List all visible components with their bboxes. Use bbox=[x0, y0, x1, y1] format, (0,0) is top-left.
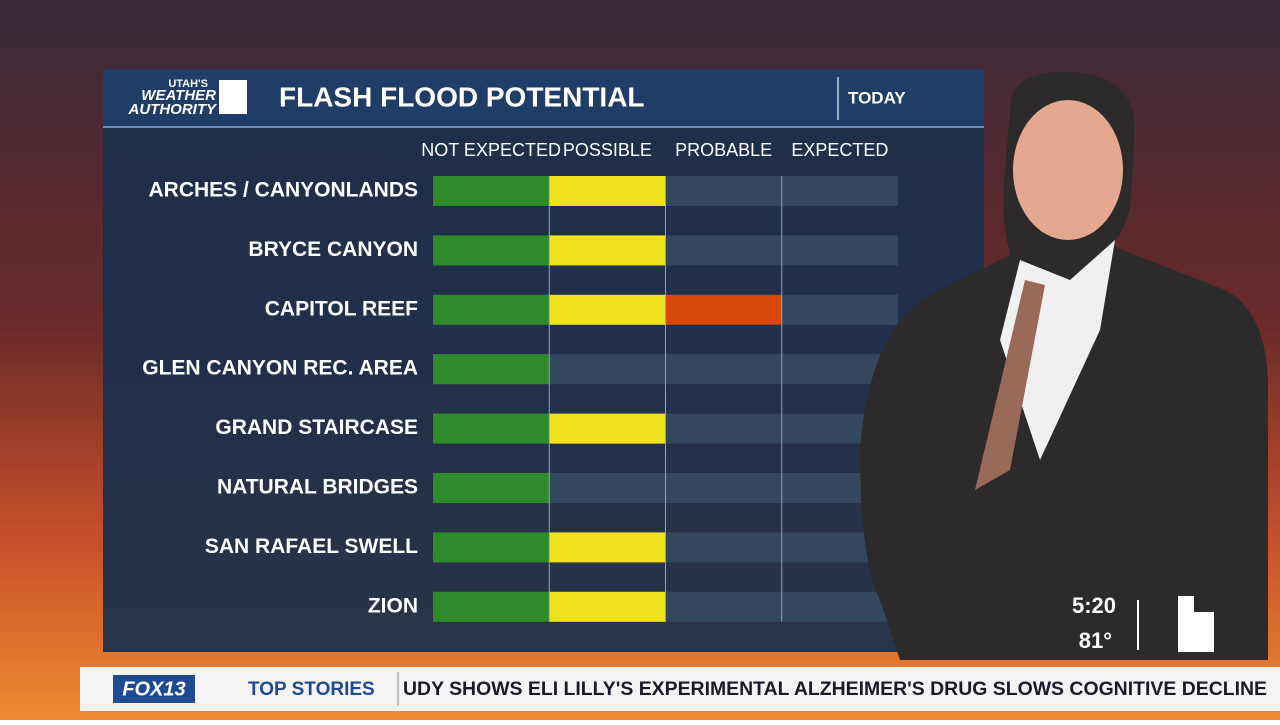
x-tick-label: PROBABLE bbox=[675, 140, 772, 160]
x-tick-label: NOT EXPECTED bbox=[421, 140, 561, 160]
bar bbox=[433, 176, 550, 206]
presenter-tie bbox=[975, 280, 1045, 490]
x-tick-label: POSSIBLE bbox=[563, 140, 652, 160]
station-name: FOX13 bbox=[122, 678, 185, 700]
chart-title: FLASH FLOOD POTENTIAL bbox=[279, 81, 645, 112]
logo-line: WEATHER bbox=[141, 87, 216, 104]
clock-time: 5:20 bbox=[1072, 593, 1116, 618]
presenter-face bbox=[1013, 100, 1123, 240]
chart: NOT EXPECTED POSSIBLE PROBABLE EXPECTED ARCH… bbox=[142, 140, 898, 622]
y-tick-label: NATURAL BRIDGES bbox=[217, 476, 418, 499]
utah-icon bbox=[1178, 596, 1214, 652]
bar bbox=[433, 413, 550, 444]
y-tick-label: ZION bbox=[368, 594, 418, 617]
y-tick-label: BRYCE CANYON bbox=[248, 238, 418, 261]
bar bbox=[549, 413, 666, 444]
y-tick-label: GLEN CANYON REC. AREA bbox=[142, 357, 418, 380]
ticker-headline: UDY SHOWS ELI LILLY'S EXPERIMENTAL ALZHE… bbox=[403, 679, 1267, 700]
ticker bbox=[80, 667, 1280, 711]
bar bbox=[433, 294, 550, 325]
bar bbox=[549, 532, 666, 563]
y-tick-label: GRAND STAIRCASE bbox=[215, 416, 418, 439]
y-tick-label: CAPITOL REEF bbox=[265, 297, 418, 320]
bar bbox=[433, 591, 550, 622]
bar bbox=[433, 473, 550, 503]
bar bbox=[549, 176, 666, 206]
bar bbox=[549, 591, 666, 622]
y-tick-label: ARCHES / CANYONLANDS bbox=[148, 179, 418, 202]
bar bbox=[665, 294, 782, 325]
bar bbox=[433, 354, 550, 385]
y-tick-label: SAN RAFAEL SWELL bbox=[205, 535, 418, 558]
logo-line: AUTHORITY bbox=[128, 101, 218, 118]
ticker-label: TOP STORIES bbox=[248, 679, 375, 700]
station-badge bbox=[113, 675, 195, 703]
bar bbox=[549, 294, 666, 325]
logo-badge bbox=[219, 80, 247, 114]
x-tick-label: EXPECTED bbox=[791, 140, 888, 160]
bar bbox=[433, 235, 550, 266]
clock-temp: 81° bbox=[1079, 628, 1112, 653]
panel-header bbox=[103, 69, 984, 127]
bar bbox=[549, 235, 666, 266]
bar bbox=[433, 532, 550, 563]
chart-subtitle: TODAY bbox=[848, 88, 906, 107]
logo-line: UTAH'S bbox=[168, 78, 208, 90]
